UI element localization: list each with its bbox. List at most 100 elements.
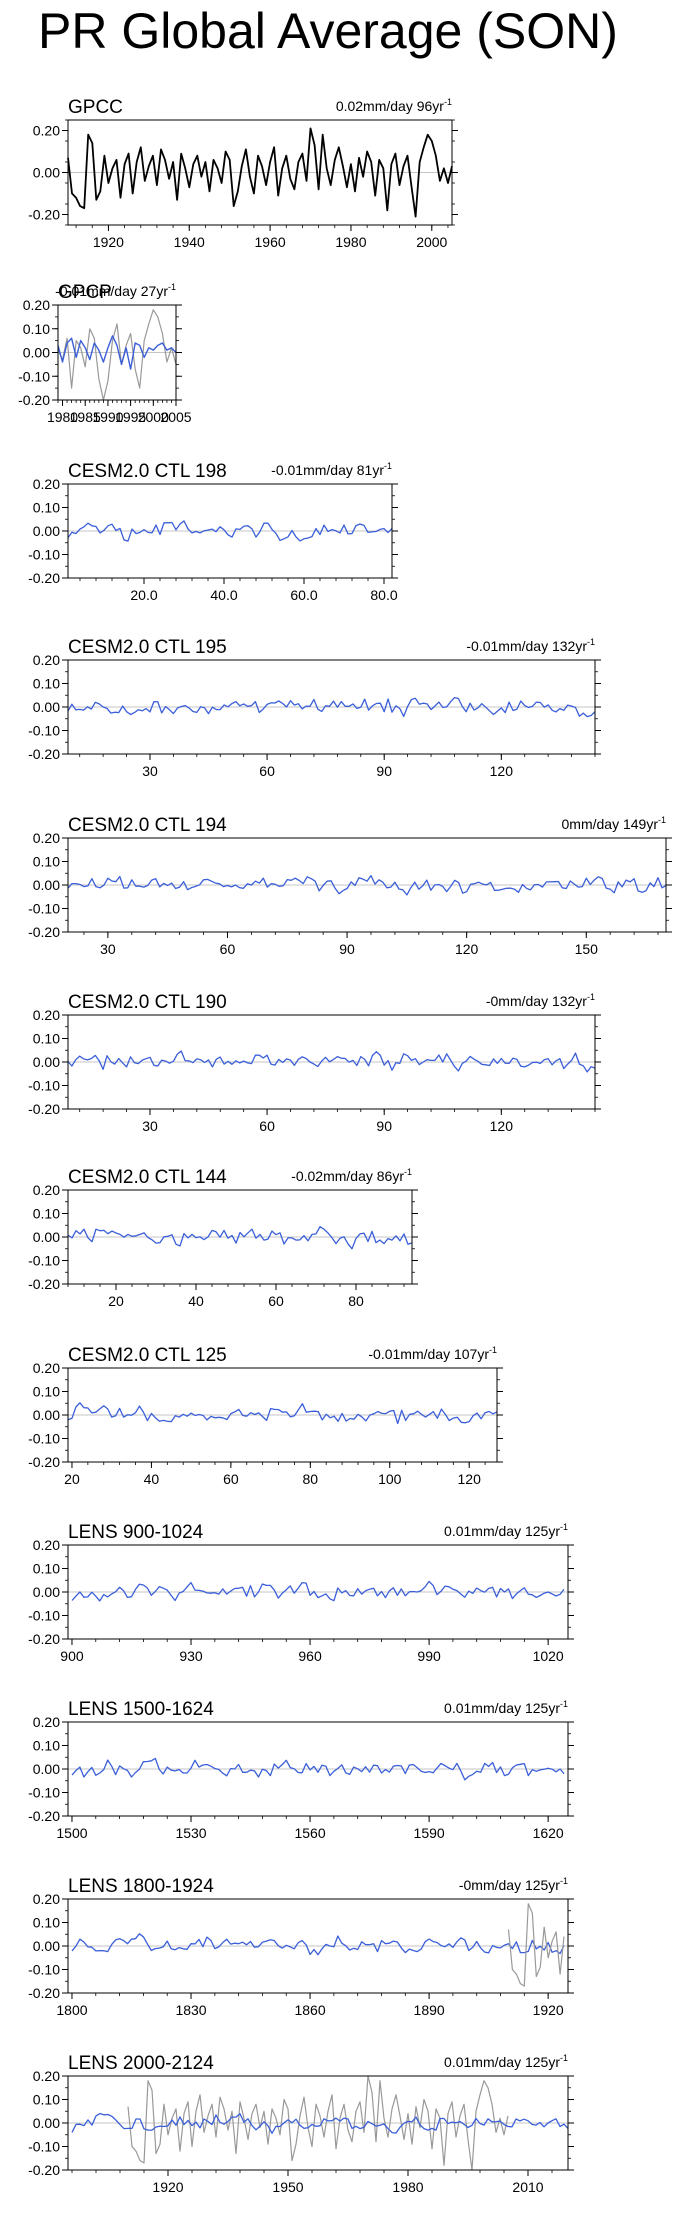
y-tick-label: 0.20: [33, 1714, 60, 1730]
trend-label: 0.01mm/day 125yr-1: [444, 1699, 568, 1716]
y-tick-label: -0.20: [28, 207, 60, 223]
x-tick-label: 90: [339, 941, 355, 957]
trend-exponent: -1: [560, 1522, 568, 1532]
series-line-0: [71, 1933, 565, 1956]
y-tick-label: 0.20: [33, 830, 60, 846]
chart-title: GPCC: [68, 97, 123, 118]
y-tick-label: 0.00: [33, 699, 60, 715]
chart-panel-lens900: LENS 900-1024 0.01mm/day 125yr-1 -0.20 -0.1…: [28, 1522, 574, 1664]
x-tick-label: 80: [303, 1471, 319, 1487]
y-tick-label: 0.00: [33, 1938, 60, 1954]
x-tick-label: 1985: [70, 409, 101, 425]
y-tick-label: 0.10: [33, 1738, 60, 1754]
y-tick-label: -0.10: [28, 547, 60, 563]
y-tick-label: 0.00: [33, 523, 60, 539]
y-tick-label: 0.00: [33, 1761, 60, 1777]
y-tick-label: 0.00: [33, 877, 60, 893]
y-tick-label: 0.10: [33, 1561, 60, 1577]
y-tick-label: 0.10: [23, 321, 50, 337]
x-tick-label: 20: [64, 1471, 80, 1487]
x-tick-label: 1020: [533, 1648, 564, 1664]
chart-panel-gpcc: GPCC 0.02mm/day 96yr-1 -0.20 0.00 0.20 1920 19…: [28, 97, 458, 250]
chart-panel-gpcp: GPCP-0.01mm/day 27yr-1 -0.20 -0.10 0.00 0.10…: [18, 282, 192, 425]
x-tick-label: 40: [144, 1471, 160, 1487]
x-tick-label: 1890: [414, 2002, 445, 2018]
chart-title: CESM2.0 CTL 194: [68, 815, 227, 836]
x-tick-label: 1920: [533, 2002, 564, 2018]
y-tick-label: 0.20: [33, 123, 60, 139]
x-tick-label: 150: [575, 941, 599, 957]
trend-exponent: -1: [444, 97, 452, 107]
y-tick-label: 0.00: [33, 2115, 60, 2131]
y-tick-label: -0.20: [28, 1454, 60, 1470]
x-tick-label: 60: [223, 1471, 239, 1487]
x-tick-label: 90: [376, 763, 392, 779]
trend-exponent: -1: [560, 2053, 568, 2063]
trend-exponent: -1: [384, 461, 392, 471]
chart-title: LENS 900-1024: [68, 1522, 204, 1543]
series-line-0: [71, 1757, 565, 1781]
x-tick-label: 1980: [335, 234, 366, 250]
trend-label: 0.01mm/day 125yr-1: [444, 2053, 568, 2070]
chart-panel-lens1500: LENS 1500-1624 0.01mm/day 125yr-1 -0.20 -0.…: [28, 1699, 574, 1841]
x-tick-label: 1980: [47, 409, 78, 425]
x-tick-label: 40.0: [210, 587, 237, 603]
y-tick-label: 0.20: [23, 297, 50, 313]
x-tick-label: 1920: [93, 234, 124, 250]
y-tick-label: -0.10: [28, 1962, 60, 1978]
x-tick-label: 120: [490, 1118, 514, 1134]
chart-panel-ctl195: CESM2.0 CTL 195 -0.01mm/day 132yr-1 -0.20 -…: [28, 637, 601, 779]
y-tick-label: -0.20: [28, 1631, 60, 1647]
x-tick-label: 20.0: [130, 587, 157, 603]
y-tick-label: -0.10: [28, 1431, 60, 1447]
chart-title: CESM2.0 CTL 190: [68, 992, 227, 1013]
y-tick-label: -0.20: [28, 1101, 60, 1117]
y-tick-label: -0.10: [28, 2139, 60, 2155]
y-tick-label: 0.00: [33, 165, 60, 181]
x-tick-label: 30: [142, 1118, 158, 1134]
trend-value: 0.02mm/day 96yr: [336, 98, 444, 114]
trend-exponent: -1: [560, 1876, 568, 1886]
x-tick-label: 80: [348, 1293, 364, 1309]
x-tick-label: 120: [458, 1471, 482, 1487]
series-line-0: [57, 309, 177, 401]
series-line-0: [67, 520, 393, 542]
series-line-1: [71, 2112, 569, 2134]
x-tick-label: 120: [490, 763, 514, 779]
trend-exponent: -1: [658, 815, 666, 825]
y-tick-label: 0.00: [23, 345, 50, 361]
x-tick-label: 1995: [115, 409, 146, 425]
y-tick-label: -0.10: [28, 1253, 60, 1269]
trend-value: -0.01mm/day 107yr: [368, 1346, 489, 1362]
chart-title: CESM2.0 CTL 125: [68, 1345, 227, 1366]
x-tick-label: 2000: [416, 234, 447, 250]
y-tick-label: -0.20: [18, 392, 50, 408]
x-tick-label: 60: [259, 1118, 275, 1134]
trend-label: -0.01mm/day 107yr-1: [368, 1345, 497, 1362]
x-tick-label: 80.0: [370, 587, 397, 603]
x-tick-label: 1960: [255, 234, 286, 250]
y-tick-label: 0.10: [33, 1206, 60, 1222]
series-line-0: [71, 1580, 565, 1602]
x-tick-label: 60.0: [290, 587, 317, 603]
trend-label: 0mm/day 149yr-1: [562, 815, 667, 832]
trend-exponent: -1: [587, 992, 595, 1002]
trend-label: -0.01mm/day 27yr-1: [55, 282, 176, 299]
chart-panel-ctl144: CESM2.0 CTL 144 -0.02mm/day 86yr-1 -0.20 -0…: [28, 1167, 418, 1309]
y-tick-label: 0.20: [33, 1182, 60, 1198]
chart-panel-ctl125: CESM2.0 CTL 125 -0.01mm/day 107yr-1 -0.20 -…: [28, 1345, 503, 1487]
x-tick-label: 1800: [56, 2002, 87, 2018]
x-tick-label: 1560: [294, 1825, 325, 1841]
y-tick-label: 0.10: [33, 1915, 60, 1931]
y-tick-label: -0.20: [28, 924, 60, 940]
trend-exponent: -1: [489, 1345, 497, 1355]
y-tick-label: -0.20: [28, 1985, 60, 2001]
series-line-0: [67, 1402, 498, 1425]
y-tick-label: -0.20: [28, 1808, 60, 1824]
x-tick-label: 960: [298, 1648, 322, 1664]
x-tick-label: 30: [142, 763, 158, 779]
x-tick-label: 60: [268, 1293, 284, 1309]
series-line-0: [67, 1226, 413, 1250]
series-line-0: [67, 696, 596, 718]
